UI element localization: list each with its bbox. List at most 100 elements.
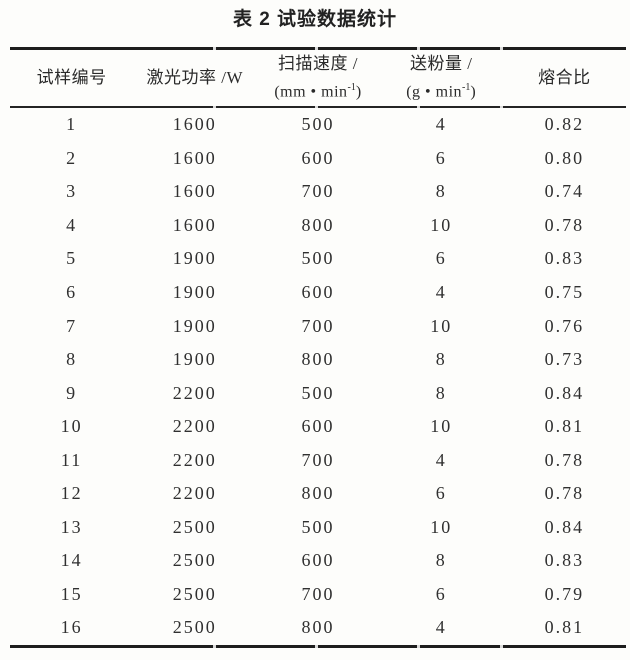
cell-sample-number: 9	[66, 382, 78, 403]
cell-powder-feed: 6	[435, 583, 447, 604]
table-row: 16 2500 800 4 0.81	[10, 611, 626, 645]
col-header-label: 激光功率 /W	[146, 68, 244, 87]
rule-gap	[315, 47, 318, 50]
cell-laser-power: 1600	[172, 181, 217, 202]
cell-powder-feed: 4	[435, 282, 447, 302]
rule-gap	[213, 106, 216, 108]
col-header-label: 扫描速度 /	[278, 53, 358, 73]
cell-scan-speed: 500	[301, 382, 335, 403]
cell-laser-power: 2200	[172, 483, 217, 504]
unit-prefix: (g • min	[406, 83, 463, 101]
cell-sample-number: 12	[60, 483, 83, 504]
cell-powder-feed: 6	[435, 248, 447, 269]
cell-powder-feed: 10	[430, 214, 453, 235]
cell-fusion-ratio: 0.74	[544, 181, 585, 202]
cell-laser-power: 1900	[172, 282, 217, 302]
cell-scan-speed: 800	[301, 349, 335, 370]
table-caption: 表 2 试验数据统计	[232, 9, 398, 30]
rule-gap	[500, 106, 503, 108]
rule-gap	[417, 47, 420, 50]
table-row: 1 1600 500 4 0.82	[10, 108, 626, 142]
cell-laser-power: 1600	[172, 214, 217, 235]
col-header-powder-feed: 送粉量 / (g • min-1)	[380, 52, 503, 104]
col-header-unit: (g • min-1)	[380, 76, 503, 104]
cell-laser-power: 1900	[172, 349, 217, 370]
cell-powder-feed: 4	[435, 449, 447, 470]
cell-sample-number: 10	[60, 416, 83, 437]
cell-sample-number: 1	[66, 114, 78, 135]
unit-suffix: )	[470, 83, 477, 101]
cell-fusion-ratio: 0.83	[544, 248, 585, 269]
cell-powder-feed: 8	[435, 349, 447, 370]
table-row: 3 1600 700 8 0.74	[10, 175, 626, 209]
table-row: 15 2500 700 6 0.79	[10, 578, 626, 612]
cell-sample-number: 4	[66, 214, 78, 235]
cell-sample-number: 5	[66, 248, 78, 269]
table-top-border	[10, 47, 626, 50]
col-header-fusion-ratio: 熔合比	[503, 66, 626, 90]
cell-fusion-ratio: 0.81	[544, 617, 585, 638]
cell-fusion-ratio: 0.76	[544, 315, 585, 336]
cell-scan-speed: 500	[301, 114, 335, 135]
cell-scan-speed: 700	[301, 449, 335, 470]
rule-gap	[213, 644, 216, 648]
cell-powder-feed: 6	[435, 483, 447, 504]
rule-gap	[500, 47, 503, 50]
rule-gap	[315, 106, 318, 108]
cell-laser-power: 2500	[172, 516, 217, 537]
cell-scan-speed: 700	[301, 583, 335, 604]
col-header-laser-power: 激光功率 /W	[133, 66, 256, 90]
table-body: 1 1600 500 4 0.82 2 1600 600 6 0.80 3 16…	[10, 108, 626, 645]
cell-laser-power: 1900	[172, 248, 217, 269]
cell-fusion-ratio: 0.84	[544, 382, 585, 403]
table-row: 12 2200 800 6 0.78	[10, 477, 626, 511]
table-row: 6 1900 600 4 0.75	[10, 276, 626, 310]
cell-sample-number: 8	[66, 349, 78, 370]
cell-powder-feed: 10	[430, 315, 453, 336]
cell-powder-feed: 6	[435, 147, 447, 168]
rule-gap	[417, 106, 420, 108]
cell-laser-power: 2200	[172, 382, 217, 403]
table-header-separator	[10, 106, 626, 108]
col-header-unit: (mm • min-1)	[256, 76, 379, 104]
cell-laser-power: 2200	[172, 416, 217, 437]
data-table: 试样编号 激光功率 /W 扫描速度 / (mm • min-1) 送粉量 / (…	[10, 47, 626, 648]
cell-fusion-ratio: 0.78	[544, 449, 585, 470]
cell-laser-power: 2200	[172, 449, 217, 470]
cell-scan-speed: 800	[301, 214, 335, 235]
cell-laser-power: 2500	[172, 583, 217, 604]
cell-powder-feed: 8	[435, 382, 447, 403]
table-bottom-border	[10, 644, 626, 648]
cell-fusion-ratio: 0.83	[544, 550, 585, 571]
col-header-sample-number: 试样编号	[10, 66, 133, 90]
cell-powder-feed: 8	[435, 550, 447, 571]
table-row: 10 2200 600 10 0.81	[10, 410, 626, 444]
cell-sample-number: 13	[60, 516, 83, 537]
rule-gap	[315, 644, 318, 648]
cell-sample-number: 15	[60, 583, 83, 604]
cell-laser-power: 2500	[172, 617, 217, 638]
cell-powder-feed: 8	[435, 181, 447, 202]
cell-sample-number: 6	[66, 282, 78, 302]
unit-superscript: -1	[347, 81, 356, 93]
table-row: 4 1600 800 10 0.78	[10, 209, 626, 243]
table-row: 9 2200 500 8 0.84	[10, 376, 626, 410]
cell-scan-speed: 800	[301, 483, 335, 504]
cell-sample-number: 2	[66, 147, 78, 168]
cell-fusion-ratio: 0.82	[544, 114, 585, 135]
unit-superscript: -1	[462, 81, 471, 93]
cell-sample-number: 11	[60, 449, 83, 470]
cell-fusion-ratio: 0.84	[544, 516, 585, 537]
unit-suffix: )	[355, 83, 362, 101]
cell-scan-speed: 600	[301, 147, 335, 168]
cell-scan-speed: 600	[301, 282, 335, 302]
unit-prefix: (mm • min	[274, 83, 348, 101]
col-header-label: 熔合比	[538, 68, 591, 87]
table-row: 13 2500 500 10 0.84	[10, 511, 626, 545]
cell-sample-number: 16	[60, 617, 83, 638]
cell-fusion-ratio: 0.78	[544, 483, 585, 504]
cell-powder-feed: 10	[430, 516, 453, 537]
table-row: 11 2200 700 4 0.78	[10, 443, 626, 477]
cell-powder-feed: 4	[435, 114, 447, 135]
